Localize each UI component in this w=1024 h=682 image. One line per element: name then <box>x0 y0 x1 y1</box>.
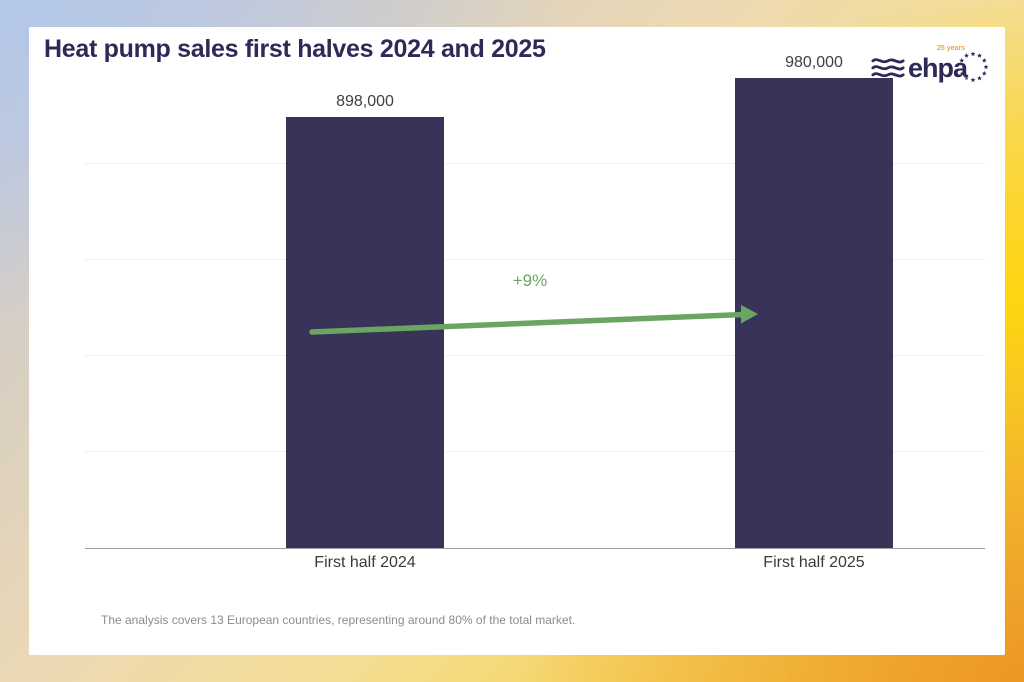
chart-card: Heat pump sales first halves 2024 and 20… <box>29 27 1005 655</box>
waves-icon <box>871 57 905 77</box>
gridline-800k <box>85 163 985 164</box>
x-axis-labels: First half 2024 First half 2025 <box>85 554 985 576</box>
bar-value-label-2024: 898,000 <box>336 93 394 110</box>
x-tick-label-2024: First half 2024 <box>314 554 416 571</box>
bar-group-first-half-2025: 980,000 <box>735 54 893 548</box>
x-axis-line <box>85 548 985 549</box>
bar-chart-plot-area: 898,000 980,000 +9% <box>85 54 985 549</box>
ehpa-wordmark: ehpa <box>907 53 968 83</box>
gridline-200k <box>85 451 985 452</box>
logo-25-years-label: 25 years <box>936 45 965 52</box>
bar-first-half-2024 <box>286 117 444 548</box>
footnote-text: The analysis covers 13 European countrie… <box>101 613 576 627</box>
bar-group-first-half-2024: 898,000 <box>286 93 444 548</box>
ehpa-logo: ehpa 25 years <box>841 43 991 95</box>
growth-percentage-label: +9% <box>512 271 548 290</box>
x-tick-label-2025: First half 2025 <box>763 554 865 571</box>
gridline-600k <box>85 259 985 260</box>
chart-title: Heat pump sales first halves 2024 and 20… <box>44 35 546 63</box>
gridline-400k <box>85 355 985 356</box>
bar-value-label-2025: 980,000 <box>785 54 843 71</box>
bar-first-half-2025 <box>735 78 893 548</box>
